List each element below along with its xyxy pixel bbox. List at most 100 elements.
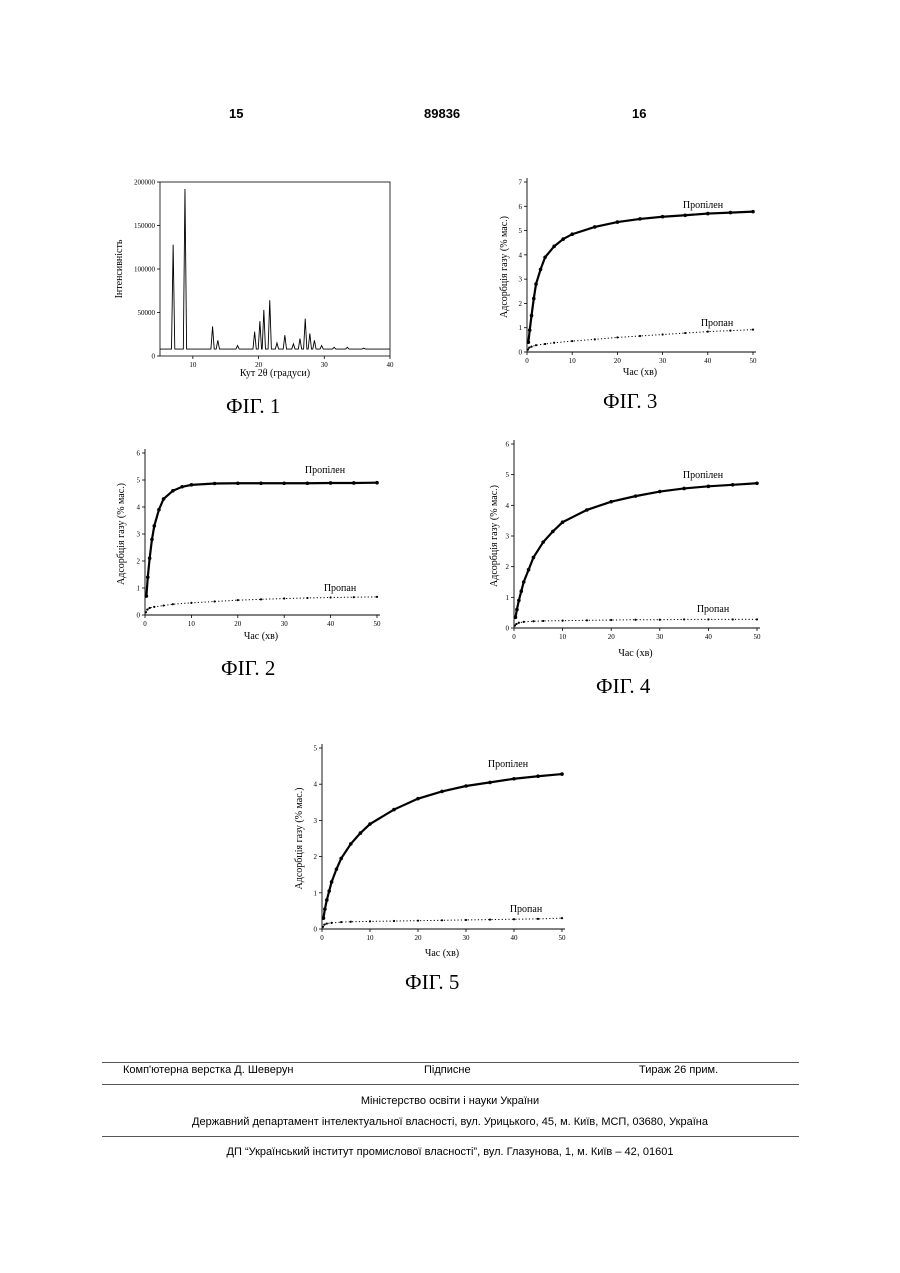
x-tick-label: 10 — [189, 361, 197, 369]
page-number-left: 15 — [229, 106, 243, 121]
y-tick-label: 50000 — [138, 309, 156, 317]
y-tick-label: 3 — [506, 533, 510, 541]
propylene-series-label: Пропілен — [488, 759, 529, 770]
propane-data-point — [561, 917, 563, 919]
x-tick-label: 20 — [234, 620, 242, 628]
y-axis-title: Адсорбція газу (% мас.) — [294, 788, 305, 890]
propane-data-point — [528, 347, 530, 349]
propylene-series-label: Пропілен — [305, 465, 346, 476]
y-tick-label: 1 — [314, 889, 318, 897]
y-tick-label: 6 — [506, 441, 510, 449]
x-tick-label: 40 — [387, 361, 395, 369]
propane-data-point — [513, 918, 515, 920]
footer-institute: ДП “Український інститут промислової вла… — [0, 1146, 900, 1158]
x-tick-label: 10 — [367, 934, 375, 942]
x-tick-label: 30 — [281, 620, 289, 628]
x-tick-label: 20 — [415, 934, 423, 942]
x-tick-label: 50 — [754, 633, 762, 641]
propane-data-point — [542, 620, 544, 622]
y-tick-label: 3 — [137, 531, 141, 539]
propylene-series-line — [146, 483, 377, 596]
propane-data-point — [610, 619, 612, 621]
figure-4-adsorption-chart: 010203040500123456Час (хв)Адсорбція газу… — [475, 430, 775, 665]
x-axis-title: Кут 2θ (градуси) — [240, 368, 310, 379]
propane-data-point — [532, 620, 534, 622]
propane-data-point — [752, 329, 754, 331]
propane-data-point — [172, 603, 174, 605]
footer-department: Державний департамент інтелектуальної вл… — [0, 1116, 900, 1128]
y-tick-label: 7 — [519, 179, 523, 187]
x-tick-label: 10 — [569, 357, 577, 365]
y-axis-title: Адсорбція газу (% мас.) — [116, 483, 127, 585]
y-tick-label: 1 — [506, 594, 510, 602]
y-tick-label: 1 — [519, 324, 523, 332]
y-tick-label: 2 — [314, 853, 318, 861]
propylene-series-label: Пропілен — [683, 200, 724, 211]
x-tick-label: 10 — [188, 620, 196, 628]
y-tick-label: 0 — [137, 612, 141, 620]
x-tick-label: 50 — [750, 357, 758, 365]
x-tick-label: 40 — [511, 934, 519, 942]
y-tick-label: 4 — [137, 504, 141, 512]
y-tick-label: 0 — [519, 349, 523, 357]
figure-2-adsorption-chart: 010203040500123456Час (хв)Адсорбція газу… — [100, 435, 400, 650]
y-tick-label: 5 — [506, 471, 510, 479]
figure-3-caption: ФІГ. 3 — [603, 389, 657, 414]
patent-number: 89836 — [424, 106, 460, 121]
y-tick-label: 100000 — [134, 266, 156, 274]
page-number-right: 16 — [632, 106, 646, 121]
x-axis-title: Час (хв) — [623, 367, 657, 378]
propane-series-label: Пропан — [697, 604, 730, 615]
propane-series-label: Пропан — [510, 904, 543, 915]
footer-divider-middle — [102, 1084, 799, 1085]
footer-signed: Підписне — [424, 1064, 471, 1076]
x-tick-label: 0 — [512, 633, 516, 641]
y-tick-label: 6 — [137, 450, 141, 458]
y-tick-label: 0 — [506, 625, 510, 633]
propylene-series-label: Пропілен — [683, 470, 724, 481]
propane-series-line — [528, 330, 753, 350]
figure-3-adsorption-chart: 0102030405001234567Час (хв)Адсорбція газ… — [485, 170, 775, 385]
figure-1-xrd-chart: 10203040050000100000150000200000Кут 2θ (… — [100, 170, 410, 390]
y-axis-title: Адсорбція газу (% мас.) — [499, 216, 510, 318]
footer-divider-bottom — [102, 1136, 799, 1137]
y-tick-label: 5 — [137, 477, 141, 485]
y-tick-label: 4 — [506, 502, 510, 510]
propane-series-label: Пропан — [324, 583, 357, 594]
figure-4-caption: ФІГ. 4 — [596, 674, 650, 699]
figure-5-caption: ФІГ. 5 — [405, 970, 459, 995]
x-tick-label: 40 — [704, 357, 712, 365]
propane-data-point — [634, 619, 636, 621]
y-tick-label: 4 — [314, 781, 318, 789]
y-tick-label: 200000 — [134, 179, 156, 187]
y-tick-label: 0 — [314, 926, 318, 934]
x-tick-label: 50 — [559, 934, 567, 942]
x-tick-label: 30 — [656, 633, 664, 641]
footer-ministry: Міністерство освіти і науки України — [0, 1095, 900, 1107]
y-tick-label: 6 — [519, 203, 523, 211]
y-axis-title: Інтенсивність — [114, 239, 125, 298]
footer-layout-credit: Комп'ютерна верстка Д. Шеверун — [123, 1064, 293, 1076]
xrd-pattern-line — [160, 189, 390, 349]
propane-data-point — [376, 596, 378, 598]
y-tick-label: 5 — [314, 745, 318, 753]
x-tick-label: 20 — [614, 357, 622, 365]
x-tick-label: 30 — [321, 361, 329, 369]
x-tick-label: 30 — [659, 357, 667, 365]
footer-divider-top — [102, 1062, 799, 1063]
x-tick-label: 50 — [374, 620, 382, 628]
propane-data-point — [537, 918, 539, 920]
y-tick-label: 0 — [152, 353, 156, 361]
y-tick-label: 3 — [519, 276, 523, 284]
propane-data-point — [149, 607, 151, 609]
x-tick-label: 40 — [705, 633, 713, 641]
y-tick-label: 4 — [519, 251, 523, 259]
plot-frame — [160, 182, 390, 356]
x-tick-label: 10 — [559, 633, 567, 641]
y-tick-label: 150000 — [134, 222, 156, 230]
x-axis-title: Час (хв) — [425, 948, 459, 959]
x-tick-label: 40 — [327, 620, 335, 628]
y-tick-label: 3 — [314, 817, 318, 825]
propylene-series-line — [515, 483, 757, 617]
y-tick-label: 2 — [519, 300, 523, 308]
